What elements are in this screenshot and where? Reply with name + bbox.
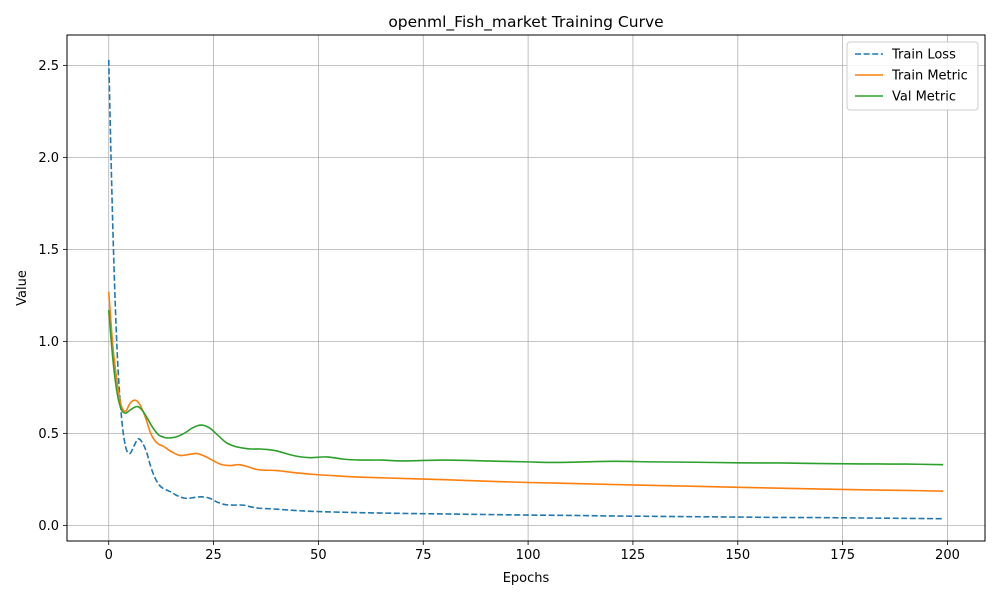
x-tick-label: 25	[205, 548, 222, 563]
grid	[67, 35, 985, 541]
x-axis-label: Epochs	[503, 571, 550, 586]
legend: Train Loss Train Metric Val Metric	[846, 41, 979, 111]
y-tick-label: 2.5	[38, 59, 59, 74]
x-tick-label: 50	[310, 548, 327, 563]
x-tick-label: 75	[415, 548, 432, 563]
legend-label: Train Loss	[891, 48, 956, 63]
ticks: 0 25 50 75 100 125 150 175 200 0.0 0.5 1.0 1.5 2.0 2.5	[38, 59, 960, 563]
y-tick-label: 0.5	[38, 427, 59, 442]
x-tick-label: 200	[935, 548, 960, 563]
y-tick-label: 1.0	[38, 335, 59, 350]
x-tick-label: 175	[830, 548, 855, 563]
y-tick-label: 0.0	[38, 519, 59, 534]
legend-box	[846, 41, 979, 111]
chart-title: openml_Fish_market Training Curve	[388, 13, 663, 32]
series-line-val-metric	[107, 310, 944, 466]
series-line-train-metric	[107, 291, 944, 492]
y-tick-label: 1.5	[38, 243, 59, 258]
legend-label: Train Metric	[891, 69, 968, 84]
x-tick-label: 125	[621, 548, 646, 563]
x-tick-label: 100	[516, 548, 541, 563]
legend-label: Val Metric	[892, 90, 956, 105]
plot-frame	[66, 34, 986, 542]
x-tick-label: 0	[105, 548, 113, 563]
x-tick-label: 150	[725, 548, 750, 563]
y-axis-label: Value	[15, 270, 30, 306]
series-layer	[107, 59, 944, 520]
y-tick-label: 2.0	[38, 151, 59, 166]
